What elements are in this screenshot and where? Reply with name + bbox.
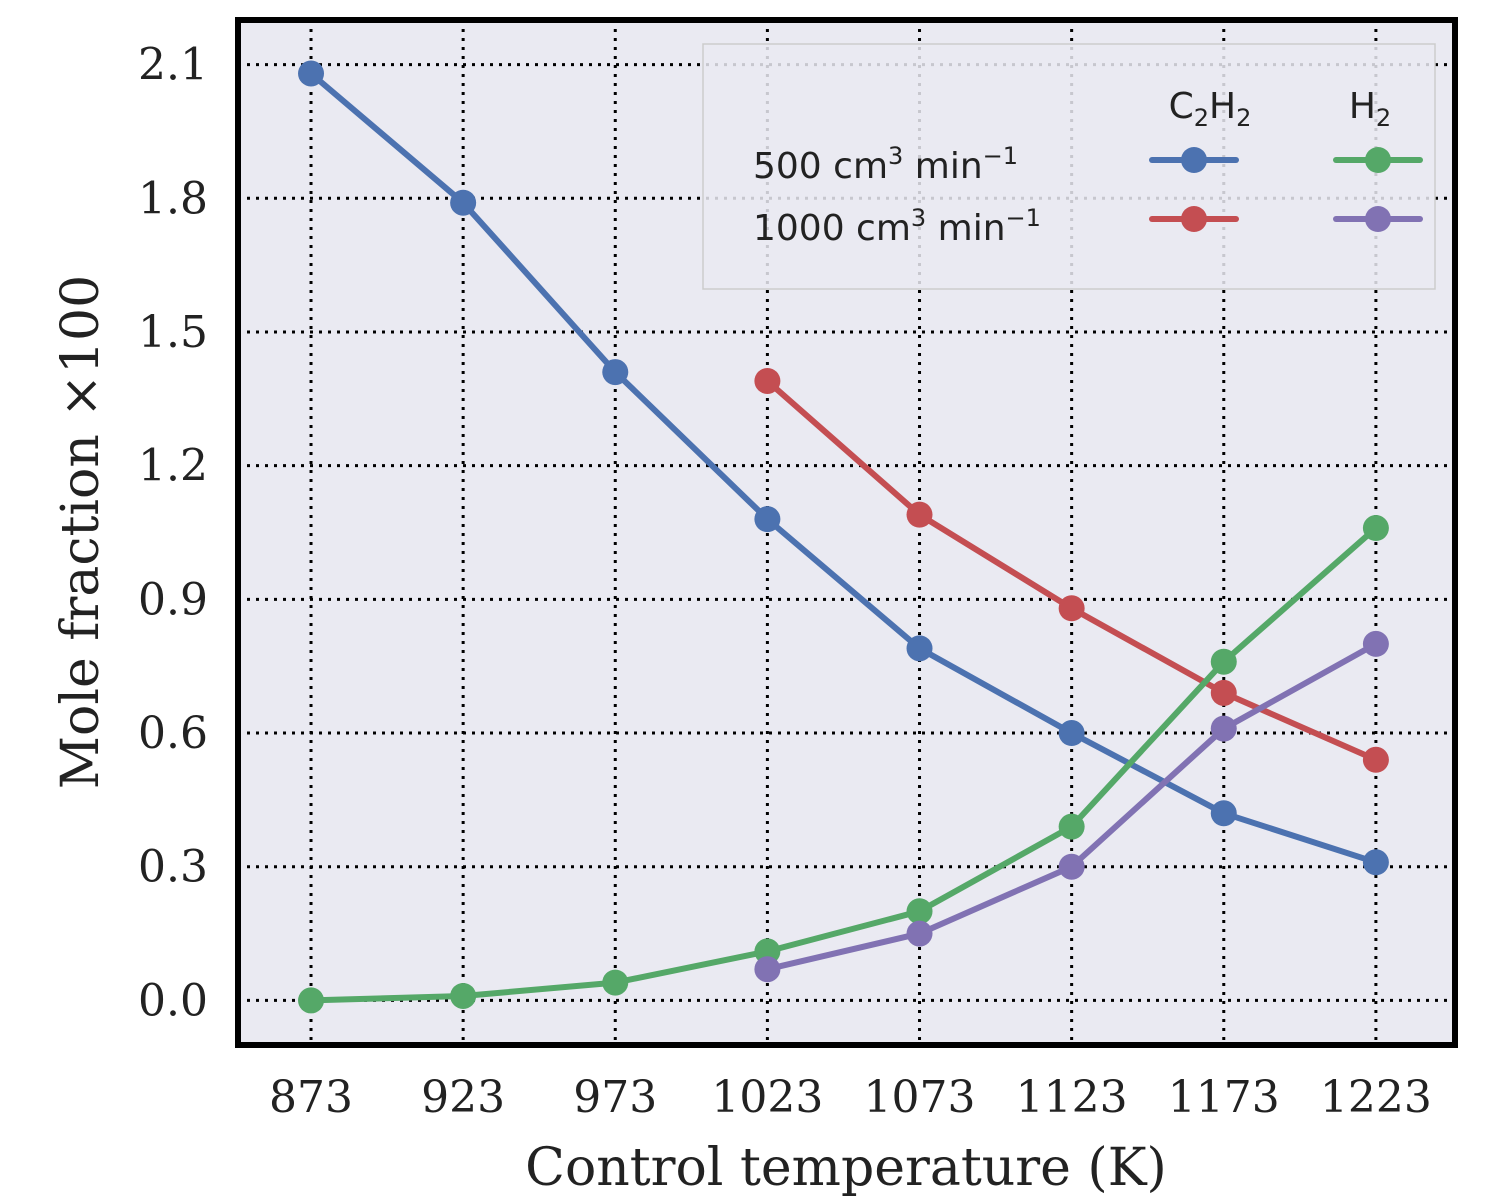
data-point-c2h2-500 bbox=[450, 189, 477, 216]
x-tick-label: 1123 bbox=[1016, 1072, 1128, 1123]
data-point-c2h2-500 bbox=[754, 506, 781, 533]
x-tick-label: 923 bbox=[421, 1072, 505, 1123]
data-point-h2-1000 bbox=[1058, 853, 1085, 880]
series-line-c2h2-500 bbox=[308, 70, 1379, 866]
y-tick-label: 0.0 bbox=[138, 975, 208, 1026]
y-axis-title: Mole fraction ×100 bbox=[51, 275, 111, 789]
data-point-c2h2-500 bbox=[906, 635, 933, 662]
plot-frame bbox=[235, 17, 1458, 1048]
x-tick-label: 873 bbox=[269, 1072, 353, 1123]
data-point-h2-500 bbox=[602, 969, 629, 996]
legend-col-header-c2h2: C2H2 bbox=[1169, 86, 1252, 132]
legend-row-label-500: 500 cm3 min−1 bbox=[753, 142, 1018, 187]
y-tick-label: 0.6 bbox=[138, 708, 208, 759]
data-point-h2-500 bbox=[1210, 648, 1237, 675]
data-point-c2h2-1000 bbox=[1362, 746, 1389, 773]
data-point-h2-500 bbox=[754, 938, 781, 965]
legend-handles bbox=[1149, 147, 1423, 232]
x-tick-label: 1223 bbox=[1320, 1072, 1432, 1123]
data-point-h2-500 bbox=[1058, 813, 1085, 840]
legend-row-label-1000: 1000 cm3 min−1 bbox=[753, 204, 1041, 249]
data-point-c2h2-500 bbox=[1362, 849, 1389, 876]
legend-handle-c2h2-500 bbox=[1149, 147, 1239, 173]
series-group bbox=[298, 60, 1389, 1014]
data-point-h2-500 bbox=[450, 982, 477, 1009]
tick-labels: 873 923 973 1023 1073 1123 1173 1223 0.0 0.3 0.6 0.… bbox=[138, 40, 1432, 1123]
data-point-h2-1000 bbox=[906, 920, 933, 947]
legend-col-header-h2: H2 bbox=[1349, 86, 1391, 132]
y-tick-label: 1.5 bbox=[138, 307, 208, 358]
data-point-c2h2-1000 bbox=[1210, 679, 1237, 706]
legend-handle-c2h2-1000 bbox=[1149, 206, 1239, 232]
data-point-h2-1000 bbox=[1362, 630, 1389, 657]
legend-box bbox=[702, 43, 1436, 290]
legend-handle-h2-500 bbox=[1333, 147, 1423, 173]
data-point-c2h2-1000 bbox=[754, 367, 781, 394]
data-point-c2h2-500 bbox=[602, 359, 629, 386]
series-h2-1000 bbox=[754, 630, 1389, 983]
x-tick-label: 1023 bbox=[711, 1072, 823, 1123]
y-tick-label: 0.9 bbox=[138, 574, 208, 625]
data-point-c2h2-500 bbox=[1058, 720, 1085, 747]
data-point-c2h2-500 bbox=[1210, 800, 1237, 827]
x-tick-label: 1173 bbox=[1168, 1072, 1280, 1123]
data-point-h2-500 bbox=[1362, 515, 1389, 542]
data-point-c2h2-1000 bbox=[906, 501, 933, 528]
data-point-h2-500 bbox=[906, 898, 933, 925]
y-tick-label: 0.3 bbox=[138, 842, 208, 893]
data-point-h2-1000 bbox=[1210, 715, 1237, 742]
series-h2-500 bbox=[298, 515, 1389, 1014]
x-tick-label: 973 bbox=[573, 1072, 657, 1123]
y-tick-label: 2.1 bbox=[138, 40, 208, 91]
data-point-h2-1000 bbox=[754, 956, 781, 983]
data-point-c2h2-1000 bbox=[1058, 595, 1085, 622]
data-point-h2-500 bbox=[298, 987, 325, 1014]
data-point-c2h2-500 bbox=[298, 60, 325, 87]
series-line-h2-500 bbox=[308, 525, 1379, 1004]
x-axis-title: Control temperature (K) bbox=[525, 1138, 1167, 1198]
series-c2h2-500 bbox=[298, 60, 1389, 876]
legend: C2H2 H2 500 cm3 min−1 1000 cm3 min−1 bbox=[702, 43, 1436, 290]
legend-handle-h2-1000 bbox=[1333, 206, 1423, 232]
y-tick-label: 1.2 bbox=[138, 441, 208, 492]
x-tick-label: 1073 bbox=[864, 1072, 976, 1123]
y-tick-label: 1.8 bbox=[138, 173, 208, 224]
series-c2h2-1000 bbox=[754, 367, 1389, 773]
